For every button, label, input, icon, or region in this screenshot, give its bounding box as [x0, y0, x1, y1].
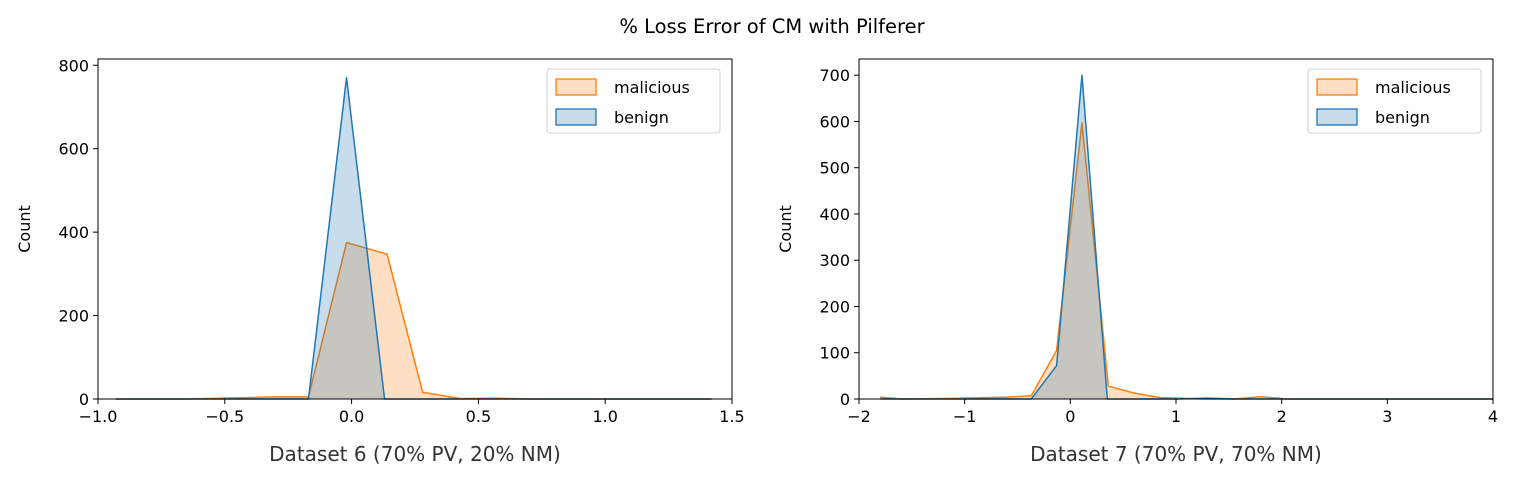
x-axis-label: Dataset 7 (70% PV, 70% NM) [1030, 442, 1322, 466]
y-tick-label: 200 [58, 307, 89, 326]
y-tick-label: 600 [58, 140, 89, 159]
axes-frame [97, 58, 733, 400]
legend-swatch-benign [1316, 108, 1358, 126]
legend-box [1307, 68, 1482, 134]
x-tick-label: 4 [1488, 407, 1498, 426]
legend: malicious benign [1307, 68, 1482, 134]
legend-swatch-malicious [555, 78, 597, 96]
legend-swatch-malicious [1316, 78, 1358, 96]
chart-panel-2: −2 −1 0 1 2 3 4 0 100 200 300 400 500 600 700 Dataset 7… [776, 58, 1498, 466]
y-axis-label: Count [15, 205, 34, 253]
x-tick-label: 0.0 [339, 407, 364, 426]
legend-box [546, 68, 721, 134]
y-tick-label: 800 [58, 56, 89, 75]
series-malicious-area [880, 122, 1493, 399]
x-tick-label: 0 [1065, 407, 1075, 426]
x-tick-label: 1.5 [719, 407, 744, 426]
y-tick-label: 0 [840, 390, 850, 409]
y-tick-label: 700 [819, 66, 850, 85]
x-tick-label: 2 [1277, 407, 1287, 426]
y-tick-label: 500 [819, 159, 850, 178]
legend-label-malicious: malicious [614, 78, 690, 97]
x-tick-label: 3 [1382, 407, 1392, 426]
figure-title: % Loss Error of CM with Pilferer [619, 15, 925, 38]
y-tick-label: 300 [819, 251, 850, 270]
x-tick-label: −1 [953, 407, 977, 426]
legend-swatch-benign [555, 108, 597, 126]
x-tick-label: −0.5 [205, 407, 244, 426]
x-tick-label: −2 [847, 407, 871, 426]
series-malicious-line [880, 122, 1493, 400]
y-tick-label: 200 [819, 297, 850, 316]
y-tick-label: 600 [819, 112, 850, 131]
y-axis-label: Count [776, 205, 795, 253]
x-axis-label: Dataset 6 (70% PV, 20% NM) [269, 442, 561, 466]
x-tick-label: 1 [1171, 407, 1181, 426]
y-tick-label: 400 [58, 223, 89, 242]
legend-label-benign: benign [1375, 108, 1430, 127]
x-tick-label: −1.0 [79, 407, 118, 426]
legend-label-malicious: malicious [1375, 78, 1451, 97]
x-tick-label: 0.5 [466, 407, 491, 426]
y-tick-label: 0 [79, 390, 89, 409]
y-tick-label: 400 [819, 205, 850, 224]
legend-label-benign: benign [614, 108, 669, 127]
legend: malicious benign [546, 68, 721, 134]
series-malicious-area [115, 242, 712, 399]
chart-panel-1: −1.0 −0.5 0.0 0.5 1.0 1.5 0 200 400 600 800 Dataset… [15, 56, 745, 466]
x-tick-label: 1.0 [592, 407, 617, 426]
y-tick-label: 100 [819, 344, 850, 363]
